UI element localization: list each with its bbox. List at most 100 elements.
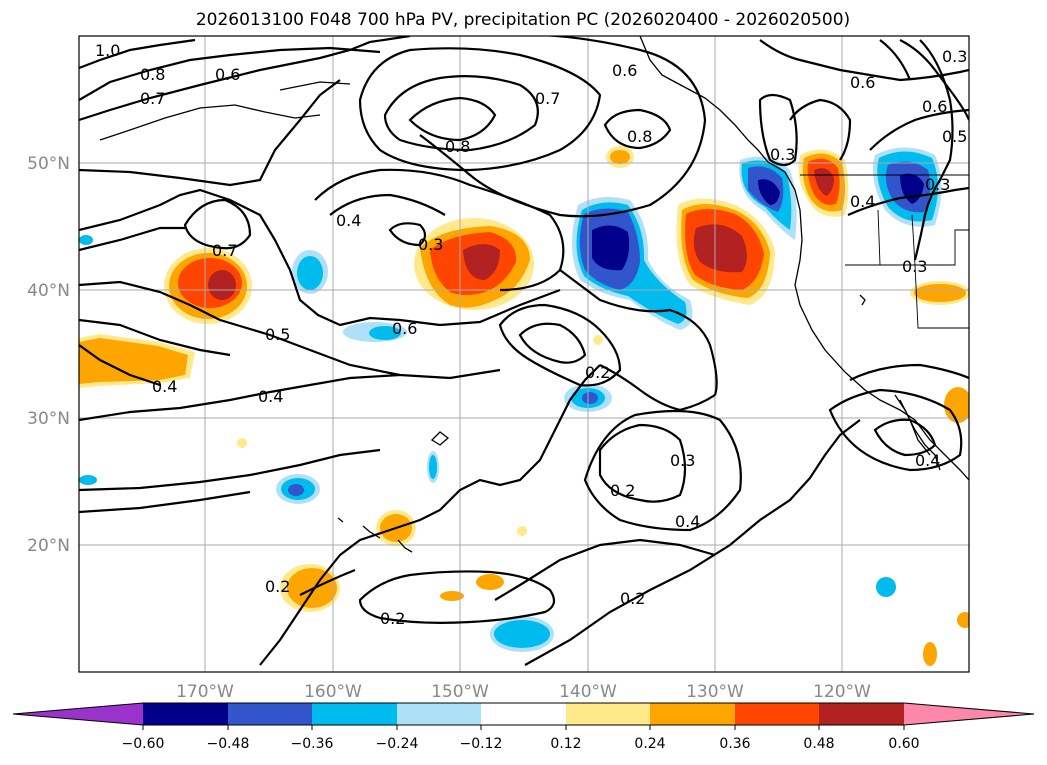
lon-label: 160°W bbox=[304, 682, 362, 702]
precip-negative-region bbox=[79, 475, 97, 485]
precip-positive-region bbox=[237, 438, 247, 448]
lon-label: 130°W bbox=[686, 682, 744, 702]
lat-label: 20°N bbox=[27, 536, 70, 556]
precip-positive-region bbox=[593, 335, 603, 345]
precip-positive-region bbox=[476, 574, 504, 590]
contour-label: 0.4 bbox=[675, 512, 700, 531]
contour-label: 0.5 bbox=[942, 127, 967, 146]
colorbar-segment bbox=[735, 703, 819, 725]
contour-label: 0.8 bbox=[380, 21, 405, 40]
lat-label: 30°N bbox=[27, 409, 70, 429]
contour-label: 0.5 bbox=[265, 325, 290, 344]
contour-label: 0.3 bbox=[942, 47, 967, 66]
contour-label: 0.8 bbox=[140, 65, 165, 84]
colorbar-tick-label: 0.36 bbox=[719, 736, 750, 752]
colorbar-segment bbox=[397, 703, 481, 725]
contour-label: 0.3 bbox=[770, 145, 795, 164]
colorbar-segment bbox=[143, 703, 228, 725]
latitude-labels: 50°N 40°N 30°N 20°N bbox=[27, 154, 70, 556]
colorbar-segment bbox=[819, 703, 904, 725]
precip-positive-region bbox=[208, 270, 236, 300]
colorbar-extend-high bbox=[904, 703, 1034, 725]
lon-label: 140°W bbox=[559, 682, 617, 702]
contour-label: 0.2 bbox=[585, 363, 610, 382]
colorbar-tick-label: −0.36 bbox=[291, 736, 334, 752]
contour-label: 0.2 bbox=[380, 609, 405, 628]
precip-negative-region bbox=[592, 225, 630, 271]
colorbar-tick-label: −0.12 bbox=[460, 736, 503, 752]
contour-label: 0.3 bbox=[418, 235, 443, 254]
precip-negative-region bbox=[758, 179, 780, 205]
contour-label: 0.4 bbox=[258, 387, 283, 406]
contour-label: 0.6 bbox=[850, 73, 875, 92]
colorbar-tick-label: 0.24 bbox=[634, 736, 665, 752]
lat-label: 40°N bbox=[27, 281, 70, 301]
colorbar-ticks bbox=[142, 725, 905, 730]
contour-label: 0.4 bbox=[152, 377, 177, 396]
precip-anomalies bbox=[79, 146, 969, 666]
contour-label: 1.0 bbox=[95, 41, 120, 60]
contour-label: 0.6 bbox=[922, 97, 947, 116]
pv-contours bbox=[79, 36, 969, 666]
contour-label: 0.6 bbox=[215, 65, 240, 84]
map-area: 1.0 0.8 0.7 0.6 0.7 0.6 0.8 0.8 0.6 0.6 … bbox=[79, 21, 969, 672]
contour-label: 0.6 bbox=[392, 319, 417, 338]
precip-positive-region bbox=[79, 338, 188, 384]
precip-negative-region bbox=[79, 235, 93, 245]
contour-label: 0.7 bbox=[212, 241, 237, 260]
precip-positive-region bbox=[914, 284, 966, 302]
precip-negative-region bbox=[582, 392, 598, 404]
colorbar-segment bbox=[650, 703, 735, 725]
contour-label: 0.6 bbox=[612, 61, 637, 80]
precip-positive-region bbox=[693, 224, 747, 273]
colorbar: −0.60 −0.48 −0.36 −0.24 −0.12 0.12 0.24 … bbox=[12, 702, 1035, 752]
contour-label: 0.4 bbox=[850, 192, 875, 211]
colorbar-segment bbox=[228, 703, 312, 725]
colorbar-segment bbox=[312, 703, 397, 725]
colorbar-tick-label: 0.48 bbox=[803, 736, 834, 752]
precip-positive-region bbox=[957, 612, 969, 628]
map-frame bbox=[78, 35, 970, 673]
gridlines bbox=[79, 36, 969, 672]
longitude-labels: 170°W 160°W 150°W 140°W 130°W 120°W bbox=[176, 682, 871, 702]
precip-negative-region bbox=[876, 577, 896, 597]
colorbar-extend-low bbox=[13, 703, 143, 725]
contour-label: 0.3 bbox=[670, 451, 695, 470]
contour-label: 0.2 bbox=[610, 481, 635, 500]
figure-title: 2026013100 F048 700 hPa PV, precipitatio… bbox=[196, 10, 850, 30]
contour-label: 0.4 bbox=[336, 211, 361, 230]
colorbar-tick-label: −0.24 bbox=[376, 736, 419, 752]
precip-negative-region bbox=[494, 620, 550, 648]
contour-label: 0.8 bbox=[445, 137, 470, 156]
contour-label: 0.3 bbox=[902, 257, 927, 276]
contour-label: 0.7 bbox=[535, 89, 560, 108]
lat-label: 50°N bbox=[27, 154, 70, 174]
colorbar-tick-label: −0.48 bbox=[207, 736, 250, 752]
contour-label: 0.8 bbox=[627, 127, 652, 146]
contour-label: 0.2 bbox=[265, 577, 290, 596]
colorbar-tick-label: 0.60 bbox=[888, 736, 919, 752]
colorbar-segment bbox=[481, 703, 566, 725]
colorbar-tick-label: 0.12 bbox=[550, 736, 581, 752]
lon-label: 120°W bbox=[813, 682, 871, 702]
precip-positive-region bbox=[944, 387, 969, 423]
lon-label: 150°W bbox=[431, 682, 489, 702]
contour-label: 0.4 bbox=[915, 451, 940, 470]
contour-label: 0.3 bbox=[925, 175, 950, 194]
precip-positive-region bbox=[610, 150, 630, 164]
precip-positive-region bbox=[923, 642, 937, 666]
contour-labels: 1.0 0.8 0.7 0.6 0.7 0.6 0.8 0.8 0.6 0.6 … bbox=[95, 21, 967, 628]
precip-positive-region bbox=[440, 591, 464, 601]
contour-label: 0.2 bbox=[620, 589, 645, 608]
colorbar-tick-label: −0.60 bbox=[122, 736, 165, 752]
lon-label: 170°W bbox=[176, 682, 234, 702]
precip-negative-region bbox=[429, 455, 437, 479]
precip-negative-region bbox=[369, 326, 401, 340]
precip-positive-region bbox=[463, 244, 500, 280]
contour-label: 0.7 bbox=[140, 89, 165, 108]
precip-positive-region bbox=[517, 526, 527, 536]
precip-negative-region bbox=[297, 256, 323, 290]
precip-negative-region bbox=[288, 484, 304, 496]
colorbar-segment bbox=[566, 703, 650, 725]
